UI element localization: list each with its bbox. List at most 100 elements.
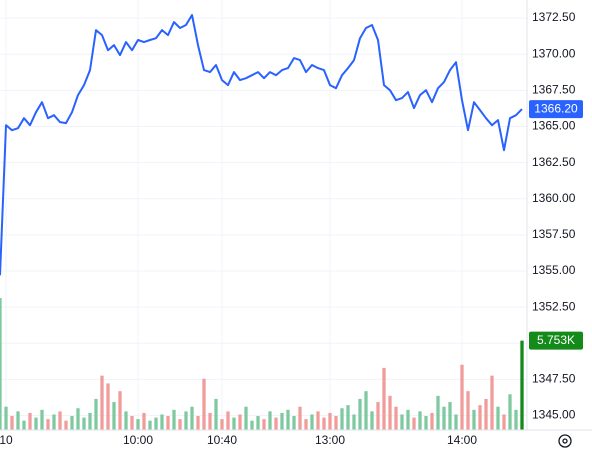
volume-bar <box>514 409 518 430</box>
volume-bar <box>484 398 488 430</box>
y-tick-label: 1370.00 <box>532 46 576 60</box>
volume-label-box <box>529 331 583 350</box>
volume-bar <box>232 417 236 430</box>
volume-bar <box>136 419 140 430</box>
volume-bar <box>112 402 116 430</box>
volume-bar <box>490 375 494 430</box>
y-tick-label: 1352.50 <box>532 299 576 313</box>
volume-bar <box>364 391 368 430</box>
volume-bar <box>58 411 62 430</box>
x-tick-label: 10:40 <box>207 433 237 447</box>
volume-bar <box>70 416 74 430</box>
volume-bar <box>520 340 524 430</box>
volume-bar <box>454 414 458 430</box>
volume-bar <box>358 398 362 430</box>
volume-bar <box>118 391 122 430</box>
volume-bar <box>424 416 428 430</box>
volume-bar <box>130 416 134 430</box>
y-tick-label: 1355.00 <box>532 263 576 277</box>
volume-bar <box>448 402 452 430</box>
volume-bar <box>100 375 104 430</box>
volume-bar <box>220 419 224 430</box>
volume-bar <box>0 298 2 430</box>
volume-bar <box>430 412 434 430</box>
volume-bar <box>436 395 440 430</box>
price-label-box <box>529 100 583 119</box>
volume-bar <box>46 419 50 430</box>
volume-bar <box>172 409 176 430</box>
volume-bar <box>334 416 338 430</box>
volume-bar <box>250 420 254 430</box>
volume-bar <box>82 417 86 430</box>
volume-bar <box>472 409 476 430</box>
volume-bar <box>496 406 500 430</box>
y-tick-label: 1365.00 <box>532 119 576 133</box>
volume-bar <box>346 405 350 430</box>
volume-bar <box>304 419 308 430</box>
x-tick-label: 13:00 <box>315 433 345 447</box>
volume-bar <box>10 416 14 430</box>
y-tick-label: 1362.50 <box>532 155 576 169</box>
volume-bar <box>88 412 92 430</box>
volume-bar <box>16 411 20 430</box>
volume-bar <box>178 419 182 430</box>
volume-bar <box>40 409 44 430</box>
volume-bar <box>4 406 8 430</box>
volume-bar <box>460 364 464 430</box>
volume-bar <box>154 417 158 430</box>
volume-bar <box>28 412 32 430</box>
volume-bar <box>262 419 266 430</box>
volume-bar <box>316 411 320 430</box>
price-line <box>0 14 523 276</box>
volume-bar <box>466 391 470 430</box>
y-tick-label: 1372.50 <box>532 10 576 24</box>
volume-bar <box>508 394 512 430</box>
volume-bar <box>322 417 326 430</box>
volume-bar <box>388 395 392 430</box>
volume-bar <box>184 411 188 430</box>
volume-bar <box>286 409 290 430</box>
y-tick-label: 1347.50 <box>532 372 576 386</box>
y-tick-label: 1357.50 <box>532 227 576 241</box>
x-tick-label: 14:00 <box>447 433 477 447</box>
volume-bar <box>340 408 344 430</box>
volume-bar <box>292 416 296 430</box>
volume-bar <box>34 417 38 430</box>
volume-bar <box>370 411 374 430</box>
volume-bar <box>280 412 284 430</box>
volume-bar <box>214 398 218 430</box>
settings-icon[interactable] <box>558 434 572 448</box>
volume-bar <box>352 414 356 430</box>
volume-bar <box>268 411 272 430</box>
volume-bar <box>406 409 410 430</box>
y-tick-label: 1367.50 <box>532 83 576 97</box>
volume-bar <box>64 420 68 430</box>
volume-bar <box>196 416 200 430</box>
volume-bar <box>328 412 332 430</box>
volume-bar <box>190 406 194 430</box>
y-tick-label: 1345.00 <box>532 408 576 422</box>
x-tick-label: 10:00 <box>123 433 153 447</box>
volume-bar <box>382 367 386 430</box>
volume-bar <box>52 414 56 430</box>
volume-bar <box>142 412 146 430</box>
volume-bar <box>394 406 398 430</box>
y-tick-label: 1360.00 <box>532 191 576 205</box>
volume-bar <box>166 416 170 430</box>
volume-bar <box>22 420 26 430</box>
volume-bar <box>106 383 110 430</box>
volume-label: 5.753K <box>537 333 575 347</box>
volume-bar <box>310 414 314 430</box>
volume-bar <box>298 406 302 430</box>
volume-bar <box>376 402 380 430</box>
volume-bar <box>442 406 446 430</box>
volume-bar <box>148 420 152 430</box>
volume-bar <box>418 411 422 430</box>
volume-bar <box>256 416 260 430</box>
volume-bar <box>244 406 248 430</box>
volume-bar <box>94 398 98 430</box>
volume-bar <box>400 414 404 430</box>
volume-bar <box>160 414 164 430</box>
